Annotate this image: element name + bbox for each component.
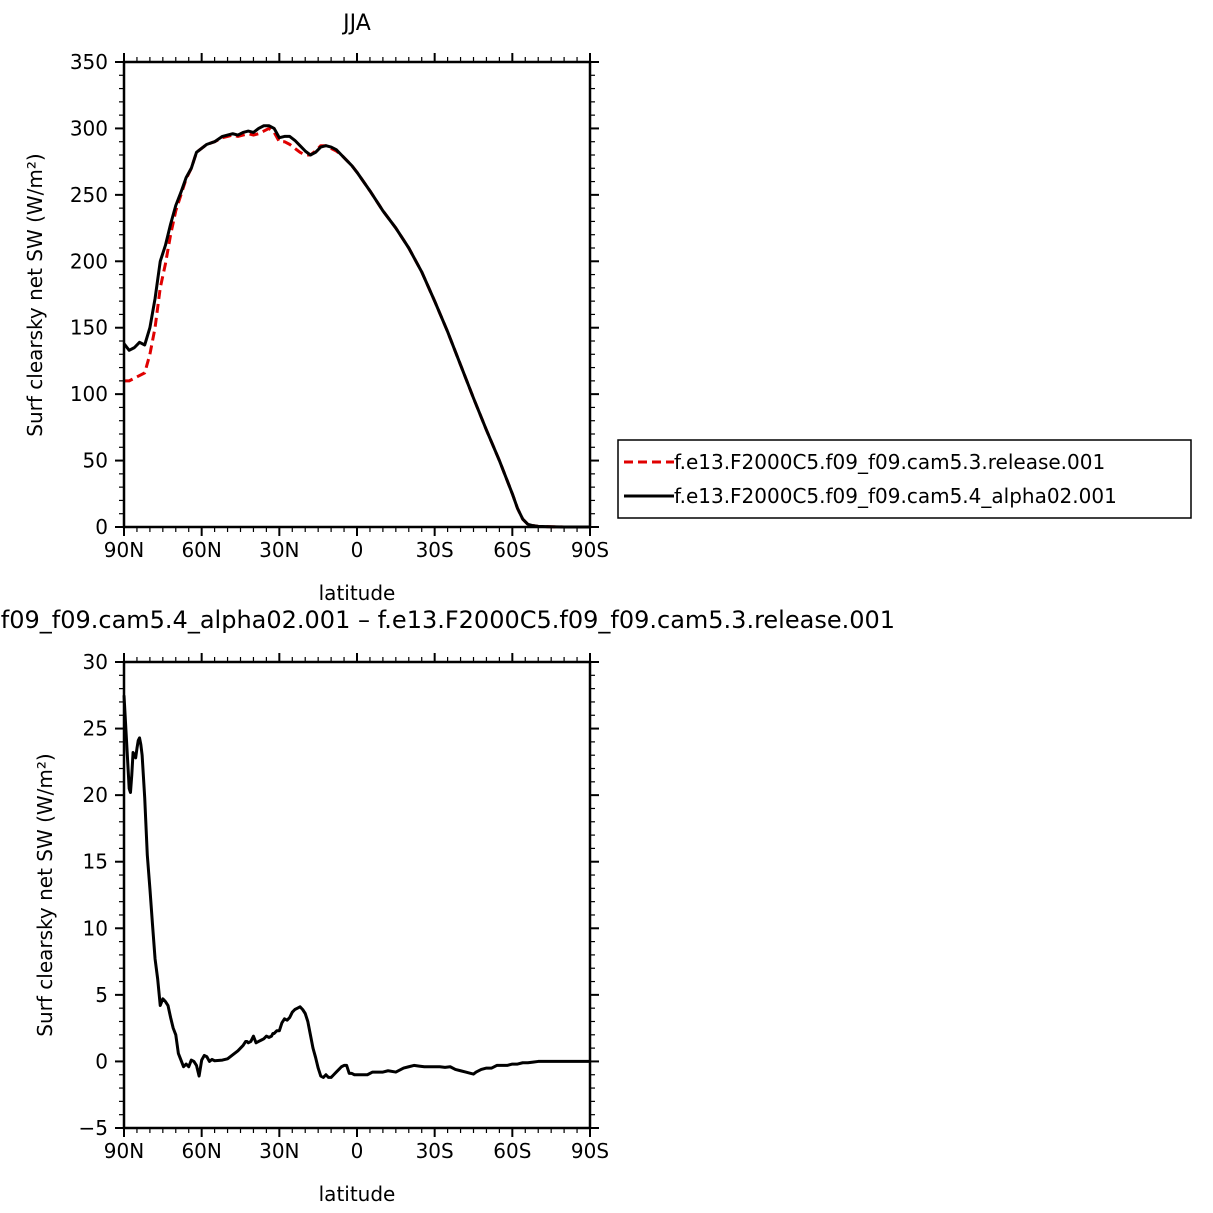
bottom-panel: f.e13.F2000C5.f09_f09.cam5.4_alpha02.001… xyxy=(0,606,895,1206)
bottom-x-tick-label: 90S xyxy=(571,1139,609,1163)
top-x-axis-label: latitude xyxy=(319,581,396,605)
legend-label-alpha02: f.e13.F2000C5.f09_f09.cam5.4_alpha02.001 xyxy=(674,484,1117,508)
top-y-tick-label: 150 xyxy=(70,316,108,340)
top-chart-title: JJA xyxy=(341,11,371,36)
bottom-y-tick-label: 25 xyxy=(83,717,108,741)
top-y-tick-label: 100 xyxy=(70,382,108,406)
bottom-chart-title: f.e13.F2000C5.f09_f09.cam5.4_alpha02.001… xyxy=(0,606,895,634)
top-y-tick-label: 250 xyxy=(70,183,108,207)
legend-label-release: f.e13.F2000C5.f09_f09.cam5.3.release.001 xyxy=(674,450,1105,474)
bottom-plot-frame xyxy=(122,660,592,1130)
top-series-line-0 xyxy=(124,126,590,529)
top-plot-frame xyxy=(122,60,592,529)
bottom-x-tick-label: 30S xyxy=(416,1139,454,1163)
top-x-tick-label: 30N xyxy=(259,538,299,562)
top-axes-group: 90N 60N 30N 0 30S 60S 90S 0 50 100 150 200 250 300 350 xyxy=(70,50,609,562)
bottom-x-tick-label: 30N xyxy=(259,1139,299,1163)
top-legend: f.e13.F2000C5.f09_f09.cam5.3.release.001… xyxy=(617,439,1192,519)
bottom-series-line-0 xyxy=(122,695,590,1079)
bottom-y-tick-label: 15 xyxy=(83,850,108,874)
top-y-axis-label: Surf clearsky net SW (W/m²) xyxy=(23,153,47,436)
top-x-tick-label: 60S xyxy=(493,538,531,562)
bottom-x-tick-label: 0 xyxy=(351,1139,364,1163)
bottom-y-tick-label: 20 xyxy=(83,783,108,807)
top-y-tick-label: 350 xyxy=(70,50,108,74)
bottom-x-axis-label: latitude xyxy=(319,1182,396,1206)
legend-box xyxy=(617,439,1192,519)
top-x-tick-label: 90S xyxy=(571,538,609,562)
bottom-y-tick-label: −5 xyxy=(79,1116,108,1140)
top-y-tick-label: 50 xyxy=(83,449,108,473)
top-x-tick-label: 30S xyxy=(416,538,454,562)
top-y-tick-label: 200 xyxy=(70,249,108,273)
bottom-axes-group: 90N 60N 30N 0 30S 60S 90S −5 0 5 10 15 20 25 30 xyxy=(79,650,610,1163)
top-y-tick-label: 300 xyxy=(70,116,108,140)
top-x-tick-label: 0 xyxy=(351,538,364,562)
bottom-y-axis-label: Surf clearsky net SW (W/m²) xyxy=(33,753,57,1036)
bottom-y-tick-label: 10 xyxy=(83,916,108,940)
top-panel: JJA 90N 60N 30N 0 30S 60S 90S 0 50 100 150 200 250 30… xyxy=(23,11,1192,605)
bottom-y-tick-label: 5 xyxy=(95,983,108,1007)
top-x-tick-label: 90N xyxy=(104,538,144,562)
top-y-tick-label: 0 xyxy=(95,515,108,539)
bottom-x-tick-label: 60N xyxy=(181,1139,221,1163)
bottom-y-tick-label: 30 xyxy=(83,650,108,674)
bottom-series-group xyxy=(122,695,590,1079)
top-series-line-1 xyxy=(122,124,590,529)
top-x-tick-label: 60N xyxy=(181,538,221,562)
top-series-group xyxy=(122,124,590,529)
bottom-x-tick-label: 90N xyxy=(104,1139,144,1163)
bottom-x-tick-label: 60S xyxy=(493,1139,531,1163)
bottom-y-tick-label: 0 xyxy=(95,1049,108,1073)
